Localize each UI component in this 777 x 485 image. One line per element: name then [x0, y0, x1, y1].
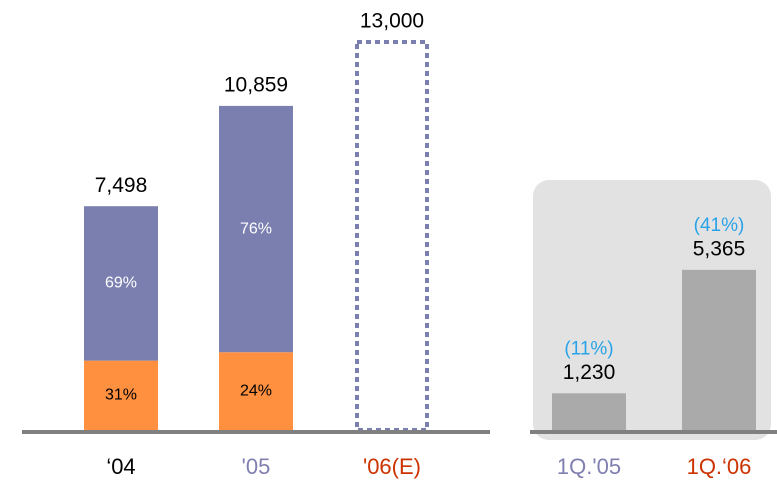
x-tick-label: 1Q.‘06 — [687, 454, 752, 479]
x-tick-label: 1Q.'05 — [557, 454, 621, 479]
x-tick-label: ‘04 — [106, 454, 135, 479]
value-label: 13,000 — [360, 10, 424, 33]
bar-segment — [84, 360, 158, 430]
value-label: 10,859 — [224, 73, 288, 96]
bar-segment — [219, 352, 293, 430]
estimate-bar — [355, 40, 429, 432]
segment-label: 31% — [105, 387, 137, 404]
bar-segment — [219, 105, 293, 353]
bar-segment — [84, 206, 158, 361]
growth-label: (41%) — [694, 215, 745, 236]
bar — [552, 393, 626, 430]
value-label: 5,365 — [693, 237, 746, 260]
value-label: 7,498 — [95, 174, 148, 197]
segment-label: 69% — [105, 275, 137, 292]
segment-label: 24% — [240, 382, 272, 399]
bar — [682, 269, 756, 430]
growth-label: (11%) — [564, 338, 613, 359]
value-label: 1,230 — [563, 361, 616, 384]
x-tick-label: '05 — [242, 454, 271, 479]
segment-label: 76% — [240, 220, 272, 237]
x-tick-label: '06(E) — [363, 454, 421, 479]
